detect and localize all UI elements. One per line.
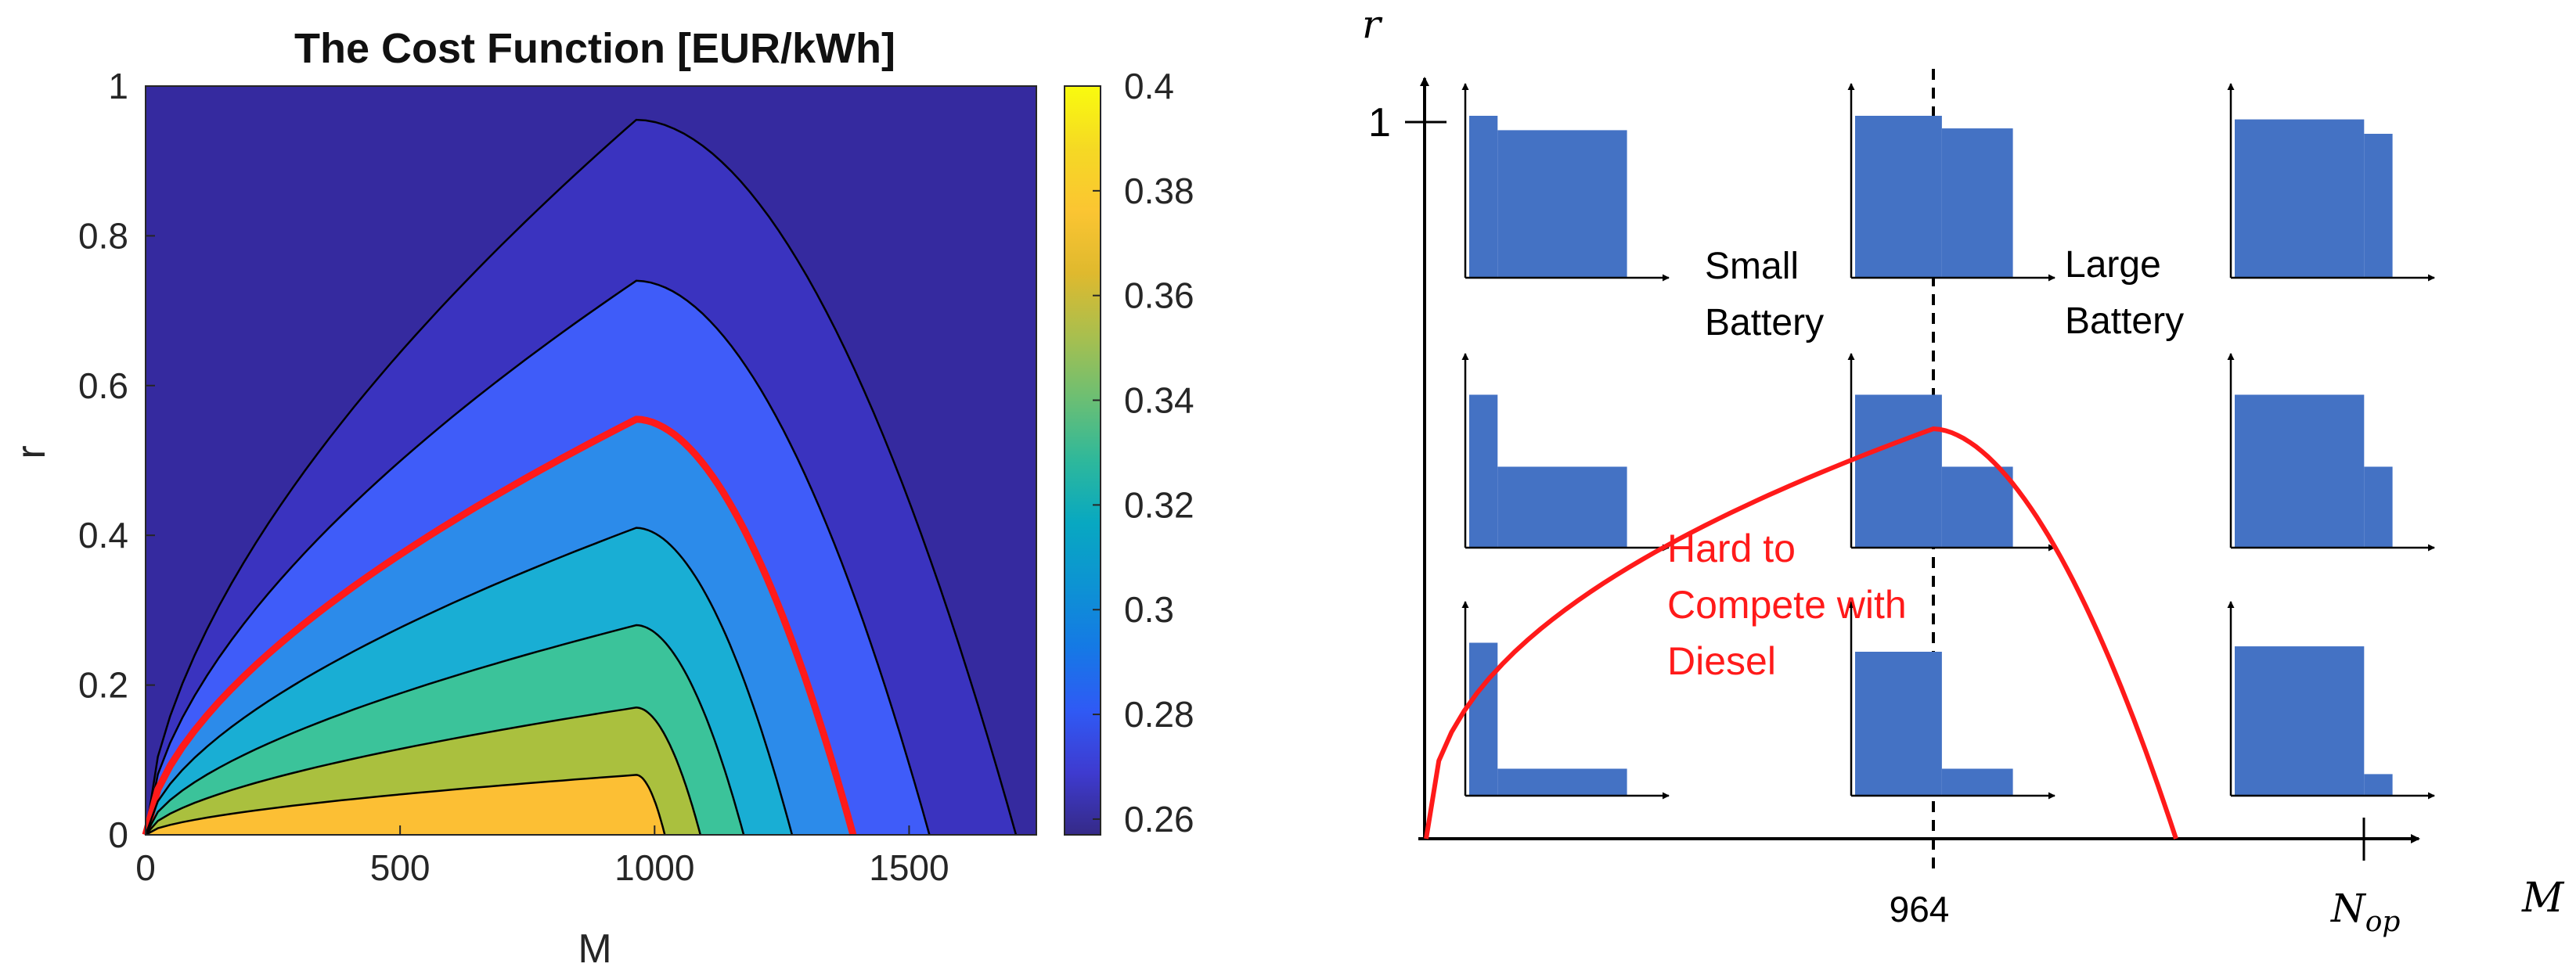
mini-chart-top-left	[1461, 83, 1670, 282]
mini-chart-block-2	[1497, 466, 1627, 548]
colorbar-tick-label: 0.3	[1124, 589, 1174, 630]
y-tick-label: 0	[108, 814, 128, 855]
nop-label: Nop	[2330, 886, 2400, 938]
mini-chart-block-2	[1941, 768, 2013, 796]
small-battery-line-2: Battery	[1705, 302, 1824, 343]
mini-chart-block-2	[1497, 130, 1627, 278]
contour-line-7	[145, 774, 666, 836]
colorbar-tick-label: 0.36	[1124, 275, 1194, 316]
contour-fill-7	[146, 775, 665, 835]
hard-to-compete-line-1: Hard to	[1667, 527, 1796, 570]
mini-chart-block-2	[1941, 128, 2013, 278]
contour-y-axis-label: r	[9, 445, 54, 458]
contour-plot-title: The Cost Function [EUR/kWh]	[294, 25, 895, 72]
large-battery-label: Large Battery	[2065, 244, 2184, 342]
y-tick-label: 0.2	[78, 665, 128, 706]
y-tick-label: 1	[108, 66, 128, 106]
mini-chart-mid-left	[1461, 353, 1670, 552]
small-battery-line-1: Small	[1705, 246, 1799, 287]
x-tick-label: 1500	[869, 847, 949, 888]
x-tick-label: 1000	[614, 847, 694, 888]
mini-chart-block-1	[2235, 119, 2365, 278]
contour-line-5	[144, 624, 745, 836]
mini-chart-mid-right	[2227, 353, 2435, 552]
mini-chart-block-1	[1855, 116, 1942, 278]
mini-chart-block-2	[2364, 774, 2393, 796]
mini-chart-top-right	[2227, 83, 2435, 282]
highlight-contour-line	[142, 415, 857, 836]
diagram-x-axis-label: M	[2521, 875, 2565, 922]
mini-chart-bottom-left	[1461, 601, 1670, 800]
mini-chart-bottom-right	[2227, 601, 2435, 800]
y-tick-label: 0.8	[78, 215, 128, 256]
colorbar-tick-label: 0.34	[1124, 380, 1194, 421]
peak-m-label: 964	[1890, 889, 1950, 929]
contour-plot: The Cost Function [EUR/kWh] 0 500 1000 1500…	[9, 25, 1194, 972]
hard-to-compete-line-2: Compete with	[1667, 583, 1907, 627]
mini-chart-block-1	[1855, 394, 1942, 548]
plot-frame	[145, 85, 1037, 836]
mini-chart-top-mid	[1847, 83, 2055, 282]
diagram-y-axis-label: r	[1362, 2, 1383, 47]
schematic-diagram: r M 1 964 Nop Small Battery Large Batter…	[1362, 2, 2565, 938]
hard-to-compete-line-3: Diesel	[1667, 639, 1776, 683]
r-one-label: 1	[1368, 100, 1391, 146]
mini-chart-block-1	[2235, 394, 2365, 548]
hard-to-compete-curve	[1424, 426, 2178, 840]
mini-chart-mid-mid	[1847, 353, 2055, 552]
mini-chart-block-2	[2364, 466, 2393, 548]
mini-chart-block-1	[2235, 646, 2365, 796]
contour-line-2	[144, 279, 931, 836]
contour-axes: 0 500 1000 1500 0 0.2 0.4 0.6 0.8 1	[78, 66, 1037, 888]
colorbar: 0.26 0.28 0.3 0.32 0.34 0.36 0.38 0.4	[1064, 66, 1194, 840]
hard-to-compete-label: Hard to Compete with Diesel	[1667, 527, 1918, 683]
mini-chart-bottom-mid	[1847, 601, 2055, 800]
mini-chart-block-1	[1855, 652, 1942, 796]
mini-chart-block-1	[1469, 394, 1498, 548]
mini-chart-block-2	[1941, 466, 2013, 548]
colorbar-tick-label: 0.26	[1124, 799, 1194, 840]
colorbar-tick-label: 0.32	[1124, 484, 1194, 525]
contour-area	[142, 86, 1036, 836]
contour-line-4	[144, 527, 794, 836]
colorbar-tick-label: 0.28	[1124, 694, 1194, 735]
y-tick-label: 0.6	[78, 365, 128, 406]
colorbar-tick-label: 0.38	[1124, 171, 1194, 211]
colorbar-tick-label: 0.4	[1124, 66, 1174, 106]
mini-chart-block-2	[1497, 768, 1627, 796]
x-tick-label: 500	[370, 847, 431, 888]
colorbar-gradient	[1064, 85, 1101, 836]
mini-chart-block-2	[2364, 134, 2393, 278]
small-battery-label: Small Battery	[1705, 246, 1824, 343]
mini-chart-block-1	[1469, 116, 1498, 278]
large-battery-line-2: Battery	[2065, 300, 2184, 342]
contour-line-6	[145, 707, 702, 836]
mini-chart-block-1	[1469, 642, 1498, 796]
y-tick-label: 0.4	[78, 515, 128, 556]
contour-line-1	[144, 118, 1018, 836]
large-battery-line-1: Large	[2065, 244, 2161, 286]
contour-x-axis-label: M	[578, 926, 611, 972]
mini-charts	[1461, 83, 2435, 800]
x-tick-label: 0	[135, 847, 156, 888]
